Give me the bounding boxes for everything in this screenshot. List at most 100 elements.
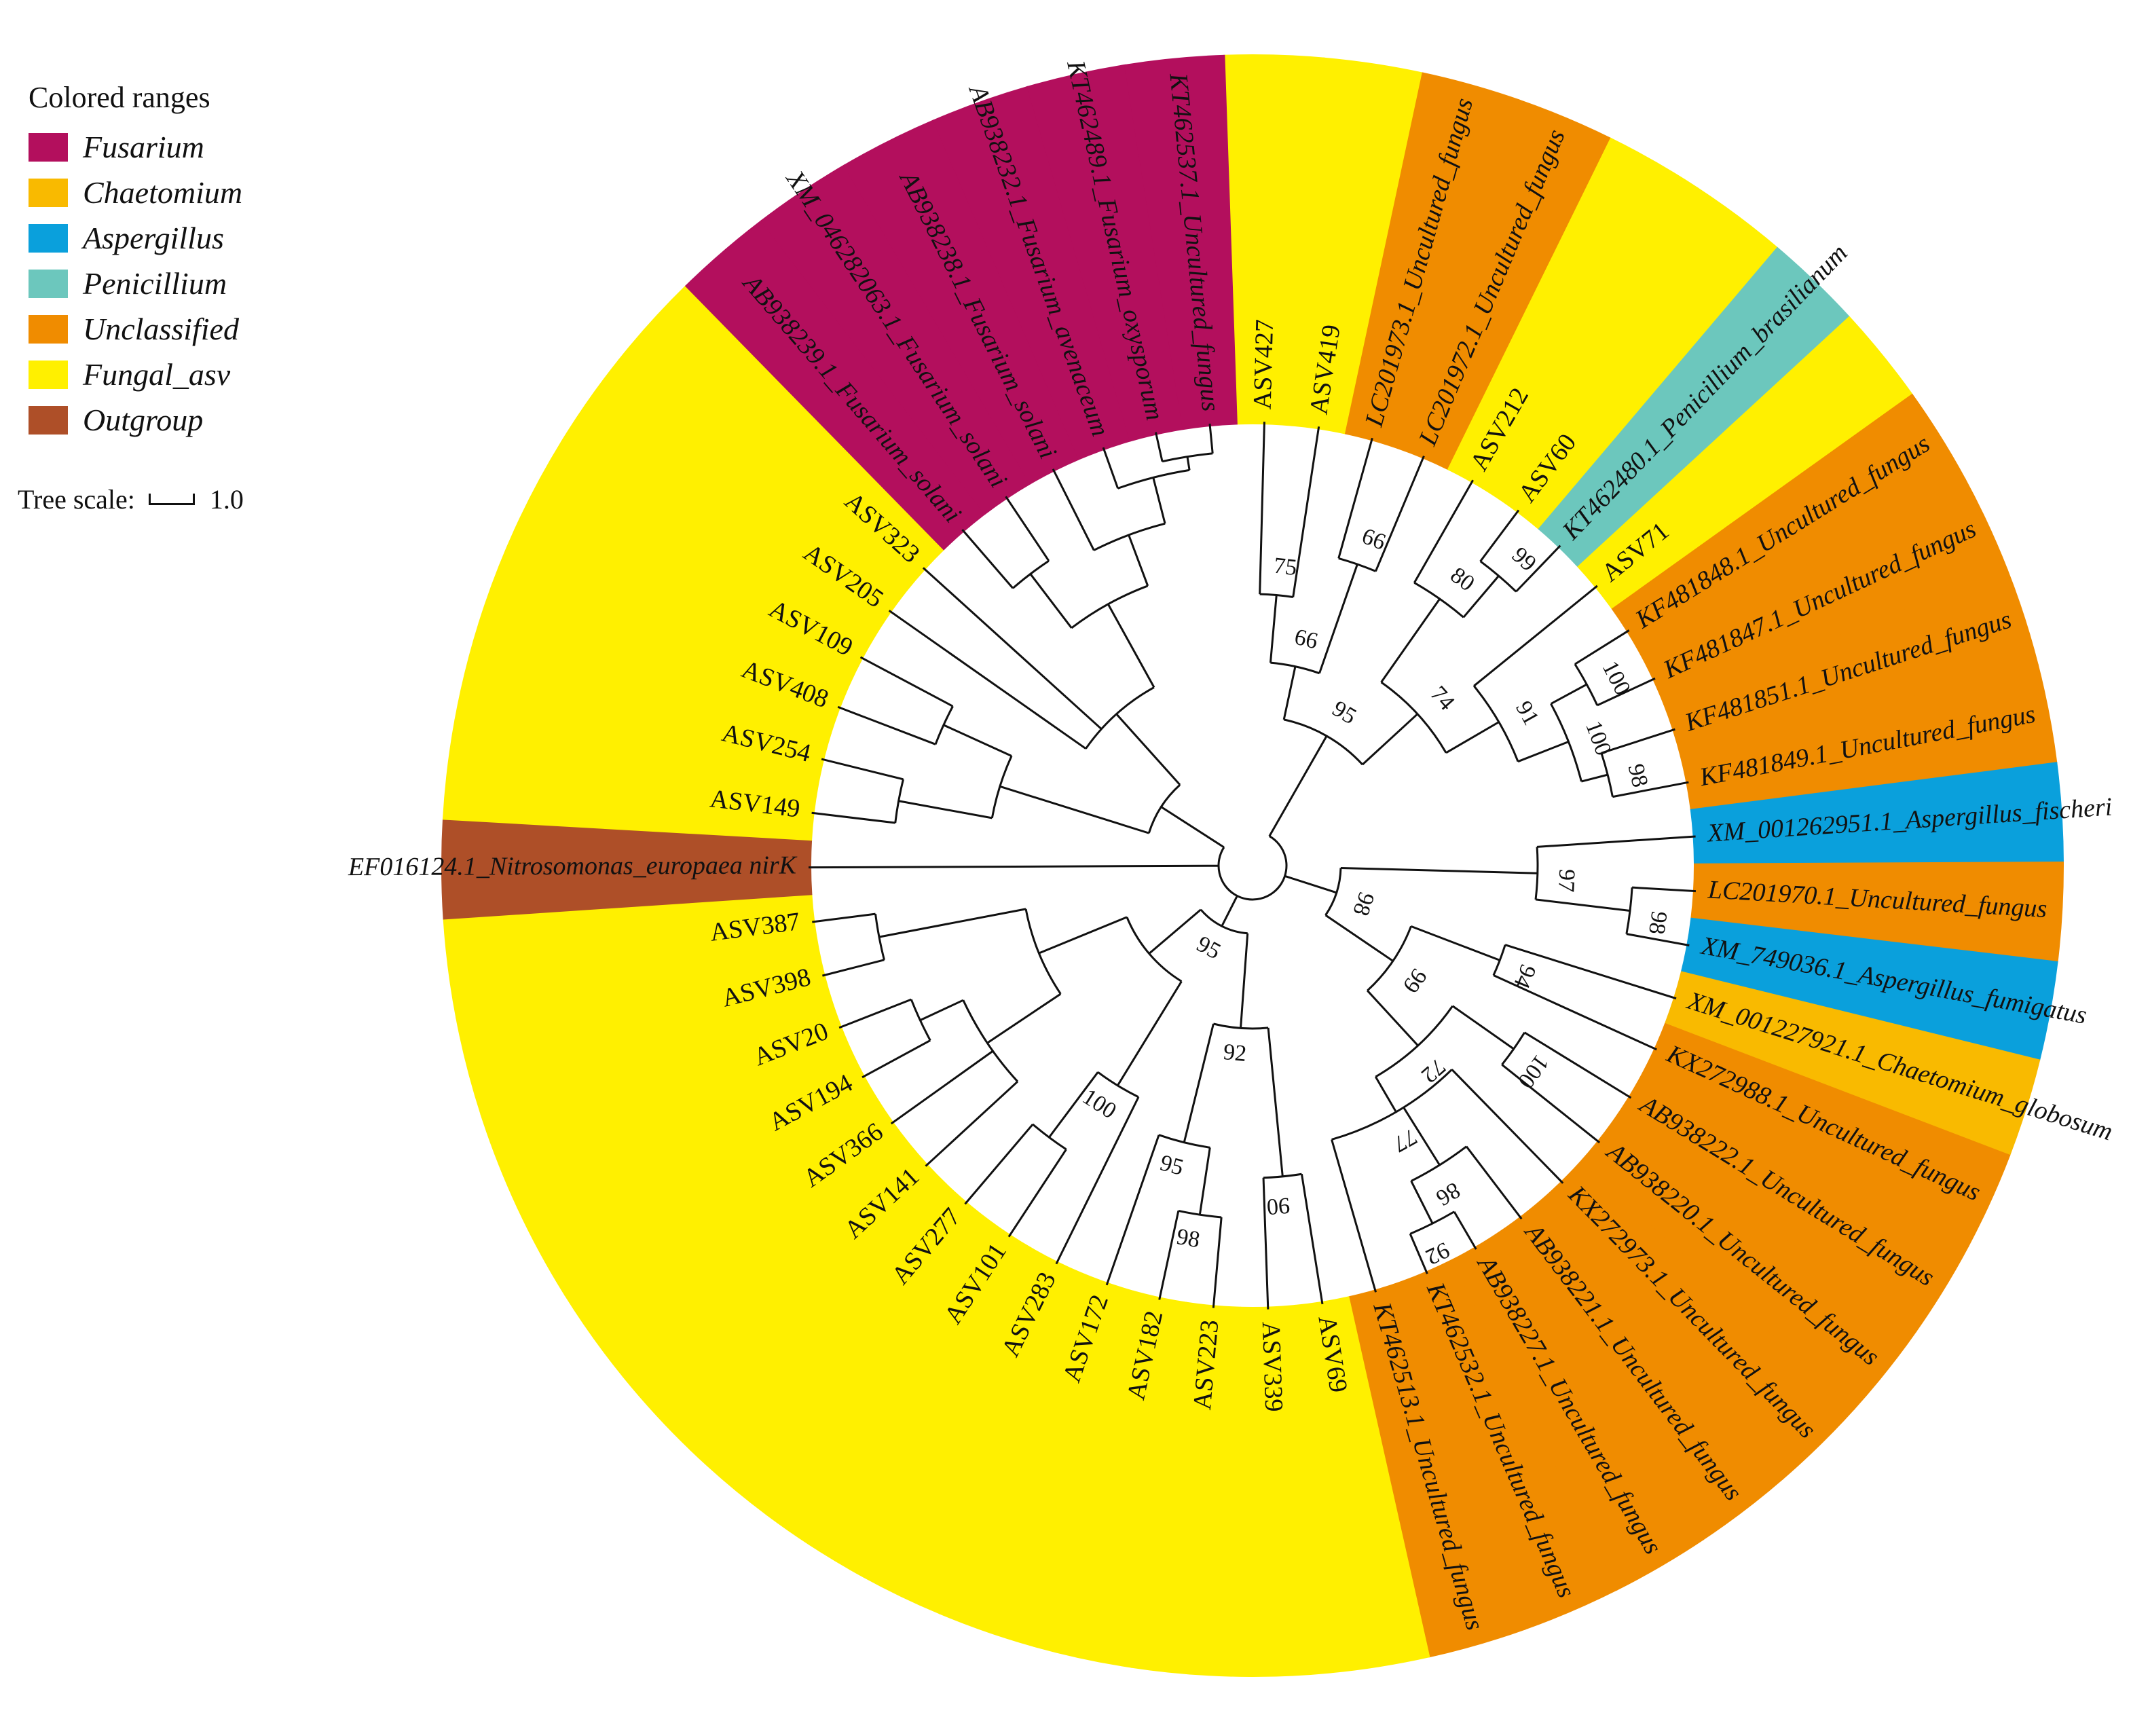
range-sector-fungal_asv [938,1272,1134,1647]
range-sector-fungal_asv [765,1218,1034,1570]
range-sector-unclassified [1680,663,2058,811]
branch-edge [1158,1211,1180,1300]
branch-edge [888,610,1087,750]
colored-range-sectors [441,54,2064,1677]
branch-edge [1515,544,1561,593]
branch-arc [1117,468,1190,490]
legend-item-chaetomium: Chaetomium [29,170,242,215]
range-sector-penicillium [1538,246,1851,568]
range-sector-fungal_asv [1447,137,1699,498]
branch-edge [1324,914,1394,962]
branch-edge [1198,1147,1211,1215]
range-sector-unclassified [1611,393,1966,656]
branch-edge [1117,980,1183,1086]
range-sector-aspergillus [1690,762,2064,864]
legend-swatch-outgroup [29,405,68,435]
branch-edge [1337,437,1373,559]
branch-edge [1536,835,1696,848]
leaf-label: EF016124.1_Nitrosomonas_europaea nirK [348,851,798,881]
legend-item-unclassified: Unclassified [29,306,242,352]
branch-edge [1375,456,1425,572]
branch-edge [890,1050,994,1125]
branch-edge [1259,422,1265,595]
branch-arc [1411,1145,1467,1182]
branch-edge [1208,423,1214,454]
legend-swatch-fusarium [29,132,68,162]
branch-edge [1282,666,1297,720]
branch-arc [1380,681,1447,754]
branch-edge [1152,477,1166,524]
branch-edge [1183,1023,1215,1143]
branch-arc [1625,887,1633,934]
branch-edge [1269,595,1278,663]
legend-swatch-chaetomium [29,178,68,207]
branch-edge [1268,735,1328,837]
branch-edge [898,800,993,819]
range-sector-fusarium [932,86,1131,460]
bootstrap-value: 90 [1266,1193,1291,1219]
range-sector-fungal_asv [1295,1296,1430,1674]
bootstrap-value: 98 [1644,910,1671,936]
range-sector-fungal_asv [622,1143,947,1452]
legend-label-unclassified: Unclassified [83,312,239,346]
branch-arc [1413,582,1464,618]
range-sector-fungal_asv [1291,57,1424,435]
branch-arc [1338,557,1376,572]
range-sector-fungal_asv [456,948,833,1115]
range-sector-fungal_asv [689,1183,988,1516]
branch-edge [1462,575,1500,618]
branch-edge [1038,916,1128,955]
range-sector-fungal_asv [443,894,819,1019]
branch-arc [1324,868,1342,916]
branch-edge [1601,728,1675,754]
branch-arc [1217,835,1288,901]
branch-edge [1409,1233,1428,1274]
branch-edge [961,529,1014,589]
branch-arc [1097,1071,1139,1098]
range-sector-fungal_asv [564,1098,910,1378]
branch-edge [1160,806,1225,849]
bootstrap-value: 92 [1222,1039,1247,1067]
branch-edge [1186,456,1191,470]
branch-edge [986,993,1062,1044]
branch-arc [1270,661,1320,675]
branch-edge [1451,1069,1564,1184]
branch-edge [837,705,936,745]
branch-arc [1085,686,1155,750]
bootstrap-value: 98 [1174,1224,1202,1253]
branch-edge [919,999,964,1022]
branch-edge [1473,585,1598,687]
branch-edge [1574,629,1630,665]
branch-edge [1052,468,1095,551]
branch-arc [1259,593,1293,598]
branch-edge [1453,1211,1477,1250]
range-sector-fungal_asv [517,1051,879,1297]
branch-edge [1380,598,1441,683]
range-sector-unclassified [1540,1161,1855,1480]
branch-edge [1361,713,1418,766]
range-sector-fungal_asv [513,441,877,684]
branch-arc [1126,917,1183,982]
range-sector-fungal_asv [1577,316,1914,610]
branch-edge [1148,908,1202,955]
legend-swatch-penicillium [29,269,68,298]
bootstrap-value: 97 [1553,868,1580,893]
range-sector-fungal_asv [560,358,908,635]
range-sector-unclassified [1396,98,1612,470]
range-sector-fungal_asv [618,284,945,591]
branch-arc [1093,522,1166,551]
branch-edge [1048,1071,1099,1139]
branch-edge [1626,933,1690,947]
branch-edge [1292,426,1320,597]
branch-edge [1631,886,1697,893]
branch-edge [1465,1145,1523,1220]
branch-arc [1472,685,1519,762]
range-sector-fungal_asv [1130,1301,1242,1677]
branch-edge [1300,1174,1324,1305]
branch-edge [1597,677,1656,707]
range-sector-fungal_asv [478,529,851,735]
branch-edge [838,998,912,1029]
branch-arc [1375,1005,1453,1078]
branch-edge [1267,1027,1284,1177]
range-sector-fungal_asv [1033,1290,1187,1668]
